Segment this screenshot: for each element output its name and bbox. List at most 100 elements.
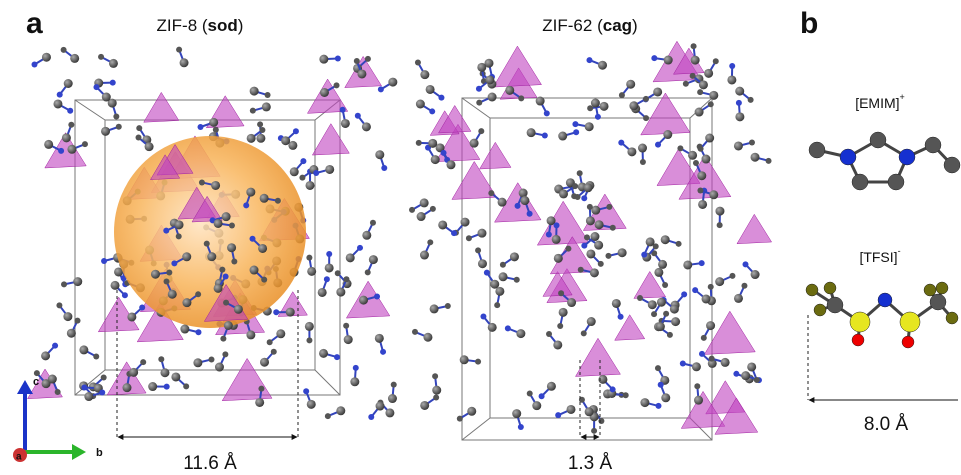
atom [641, 252, 647, 258]
atom [420, 70, 429, 79]
atom [606, 204, 612, 210]
atom [536, 97, 545, 106]
atom [667, 332, 673, 338]
atom [751, 270, 760, 279]
atom [318, 288, 327, 297]
atom [627, 147, 636, 156]
atom [721, 358, 730, 367]
atom [485, 75, 494, 84]
atom [101, 127, 110, 136]
atom [605, 253, 611, 259]
atom [477, 63, 486, 72]
atom [870, 132, 886, 148]
figure: a b ZIF-8 (sod) ZIF-62 (cag) 11.6 Å 1.3 … [0, 0, 961, 475]
atom [82, 141, 88, 147]
atom [325, 413, 331, 419]
atom [271, 349, 277, 355]
atom [57, 92, 63, 98]
atom [350, 377, 359, 386]
atom [79, 345, 88, 354]
atom [381, 165, 387, 171]
atom [662, 282, 668, 288]
atom [222, 351, 228, 357]
atom [457, 416, 463, 422]
atom [260, 194, 269, 203]
atom [340, 107, 346, 113]
atom [335, 56, 341, 62]
atom [48, 375, 57, 384]
atom [585, 122, 594, 131]
atom [936, 282, 948, 294]
atom [766, 158, 772, 164]
atom [577, 170, 583, 176]
atom [56, 302, 62, 308]
atom [250, 87, 259, 96]
atom [276, 329, 285, 338]
atom [375, 334, 384, 343]
atom [598, 61, 607, 70]
atom [300, 158, 306, 164]
atom [129, 368, 138, 377]
atom [698, 146, 704, 152]
atom [195, 329, 201, 335]
atom [176, 47, 182, 53]
atom [572, 183, 578, 189]
axis-label: a [16, 452, 22, 463]
atom [70, 54, 79, 63]
atom [257, 121, 263, 127]
atom [359, 296, 368, 305]
tetrahedron [493, 46, 541, 87]
atom [319, 349, 328, 358]
atom [656, 322, 665, 331]
atom [171, 372, 180, 381]
atom [527, 391, 533, 397]
atom [466, 235, 472, 241]
atom [61, 281, 67, 287]
atom [557, 323, 563, 329]
atom [259, 127, 265, 133]
atom [375, 150, 384, 159]
atom [827, 297, 843, 313]
atom [552, 235, 561, 244]
atom [734, 294, 743, 303]
topology: sod [208, 16, 238, 35]
atom [145, 142, 154, 151]
atom [81, 384, 87, 390]
atom [735, 112, 744, 121]
atom [306, 181, 315, 190]
molecules [806, 132, 960, 348]
atom [500, 262, 506, 268]
atom [223, 300, 229, 306]
atom [357, 245, 363, 251]
title-part: ZIF-62 ( [542, 16, 603, 35]
atom [734, 141, 743, 150]
atom [852, 334, 864, 346]
atom [542, 133, 548, 139]
atom [735, 87, 744, 96]
atom [480, 313, 486, 319]
atom [520, 196, 529, 205]
atom [368, 414, 374, 420]
atom [590, 268, 599, 277]
atom [209, 118, 218, 127]
atom [176, 233, 182, 239]
atom [195, 291, 201, 297]
atom [267, 339, 273, 345]
atom [578, 267, 584, 273]
atom [618, 140, 624, 146]
atom [374, 294, 380, 300]
atom [250, 108, 256, 114]
atom [307, 267, 316, 276]
atom [741, 283, 747, 289]
atom [415, 59, 421, 65]
atom [369, 255, 378, 264]
atom [64, 79, 73, 88]
atom [299, 175, 305, 181]
tetrahedron [737, 214, 772, 243]
atom [122, 383, 131, 392]
atom [265, 92, 271, 98]
atom [586, 57, 592, 63]
atom [461, 218, 470, 227]
atom [565, 246, 571, 252]
atom [255, 398, 264, 407]
